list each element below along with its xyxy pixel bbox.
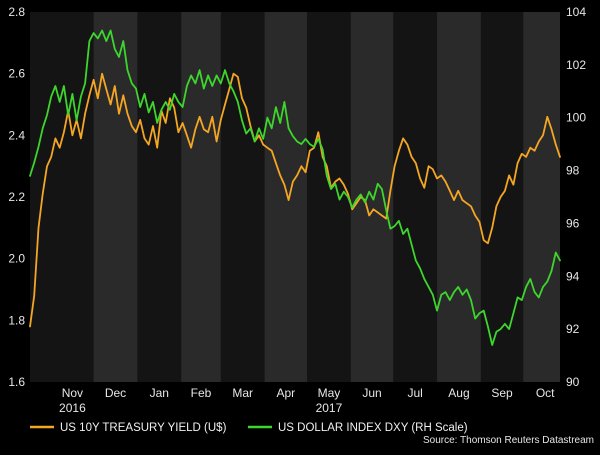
month-band-apr — [264, 12, 308, 382]
y-right-tick-label: 100 — [566, 111, 586, 125]
dollar-index-line — [29, 29, 561, 346]
month-band-feb — [181, 12, 221, 382]
legend-label: US 10Y TREASURY YIELD (U$) — [60, 422, 227, 434]
y-left-tick-label: 2.6 — [8, 67, 25, 81]
x-tick-label: Aug — [448, 386, 469, 400]
x-tick-label: Jan — [150, 386, 169, 400]
month-bands — [30, 12, 560, 382]
y-left-tick-label: 2.2 — [8, 190, 25, 204]
x-tick-label: Sep — [491, 386, 513, 400]
y-left-tick-label: 2.8 — [8, 5, 25, 19]
x-tick-label: Mar — [232, 386, 253, 400]
legend: US 10Y TREASURY YIELD (U$) US DOLLAR INDE… — [30, 422, 468, 434]
series-lines — [29, 29, 561, 346]
axes: 1.6 1.8 2.0 2.2 2.4 2.6 2.8 90 92 94 96 98 100 102 104… — [8, 5, 586, 415]
x-tick-label: Feb — [191, 386, 212, 400]
month-band-aug — [437, 12, 481, 382]
y-right-tick-label: 96 — [566, 216, 580, 230]
x-year-label: 2017 — [316, 401, 343, 415]
month-band-oct — [523, 12, 560, 382]
y-right-tick-label: 102 — [566, 58, 586, 72]
month-band-dec — [93, 12, 138, 382]
y-right-tick-label: 92 — [566, 322, 580, 336]
x-year-label: 2016 — [59, 401, 86, 415]
y-left-tick-label: 2.0 — [8, 252, 25, 266]
x-tick-label: Dec — [105, 386, 126, 400]
y-left-tick-label: 1.8 — [8, 313, 25, 327]
x-tick-label: Jun — [362, 386, 381, 400]
y-right-tick-label: 90 — [566, 375, 580, 389]
x-tick-label: Apr — [276, 386, 295, 400]
source-note: Source: Thomson Reuters Datastream — [423, 435, 594, 446]
x-tick-label: Jul — [407, 386, 422, 400]
y-right-tick-label: 104 — [566, 5, 586, 19]
legend-label: US DOLLAR INDEX DXY (RH Scale) — [278, 422, 468, 434]
y-left-tick-label: 2.4 — [8, 128, 25, 142]
y-right-tick-label: 98 — [566, 164, 580, 178]
x-tick-label: Nov — [62, 386, 83, 400]
y-right-tick-label: 94 — [566, 269, 580, 283]
x-tick-label: May — [318, 386, 341, 400]
y-left-tick-label: 1.6 — [8, 375, 25, 389]
x-tick-label: Oct — [536, 386, 555, 400]
treasury-yield-line — [29, 72, 561, 328]
